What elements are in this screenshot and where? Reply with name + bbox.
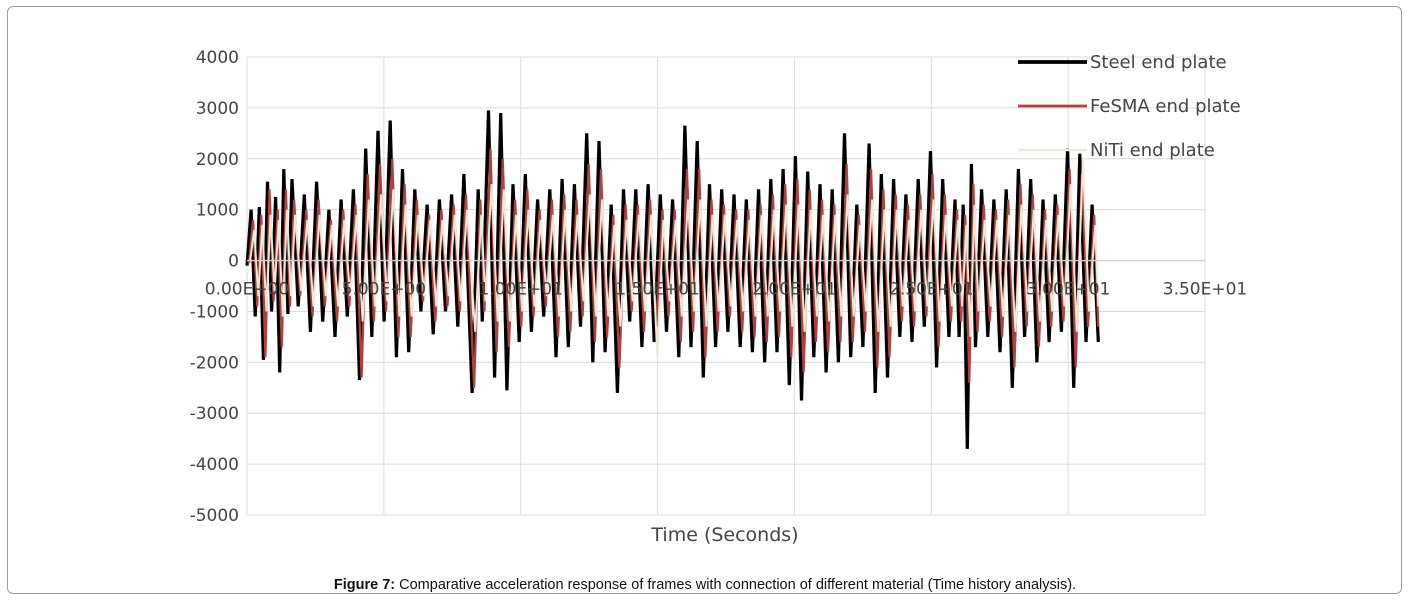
series-line-2	[247, 148, 1100, 388]
y-tick-label: 3000	[196, 99, 239, 119]
caption-label: Figure 7:	[333, 577, 396, 593]
x-axis-label: Time (Seconds)	[650, 524, 798, 546]
legend-label: FeSMA end plate	[1090, 96, 1241, 117]
y-tick-label: 1000	[196, 201, 239, 221]
x-tick-label: 2.50E+01	[889, 280, 973, 300]
x-tick-label: 1.00E+01	[478, 280, 562, 300]
series-line-3	[249, 158, 1100, 358]
y-tick-label: 2000	[196, 150, 239, 170]
x-tick-label: 5.00E+00	[342, 280, 426, 300]
series-line-1	[245, 110, 1100, 449]
y-tick-label: -1000	[190, 302, 239, 322]
chart-legend: Steel end plate FeSMA end plate NiTi end p…	[1018, 52, 1241, 161]
x-tick-label: 0.00E+00	[205, 280, 289, 300]
y-tick-label: -4000	[190, 455, 239, 475]
legend-label: Steel end plate	[1090, 52, 1227, 73]
x-tick-label: 2.00E+01	[752, 280, 836, 300]
x-tick-label: 1.50E+01	[615, 280, 699, 300]
series-layer	[245, 110, 1100, 449]
y-tick-label: -3000	[190, 404, 239, 424]
legend-label: NiTi end plate	[1090, 140, 1215, 161]
x-tick-label: 3.00E+01	[1026, 280, 1110, 300]
y-tick-label: -2000	[190, 353, 239, 373]
axis-layer: 4000 3000 2000 1000 0 -1000 -2000 -3000 -4000 -50…	[190, 48, 1248, 526]
y-tick-label: 4000	[196, 48, 239, 68]
figure-caption: Figure 7: Comparative acceleration respo…	[0, 577, 1410, 593]
y-tick-label: -5000	[190, 506, 239, 526]
caption-text: Comparative acceleration response of fra…	[399, 577, 1077, 593]
x-tick-label: 3.50E+01	[1163, 280, 1247, 300]
y-tick-label: 0	[228, 252, 239, 272]
grid-lines	[246, 56, 1206, 516]
